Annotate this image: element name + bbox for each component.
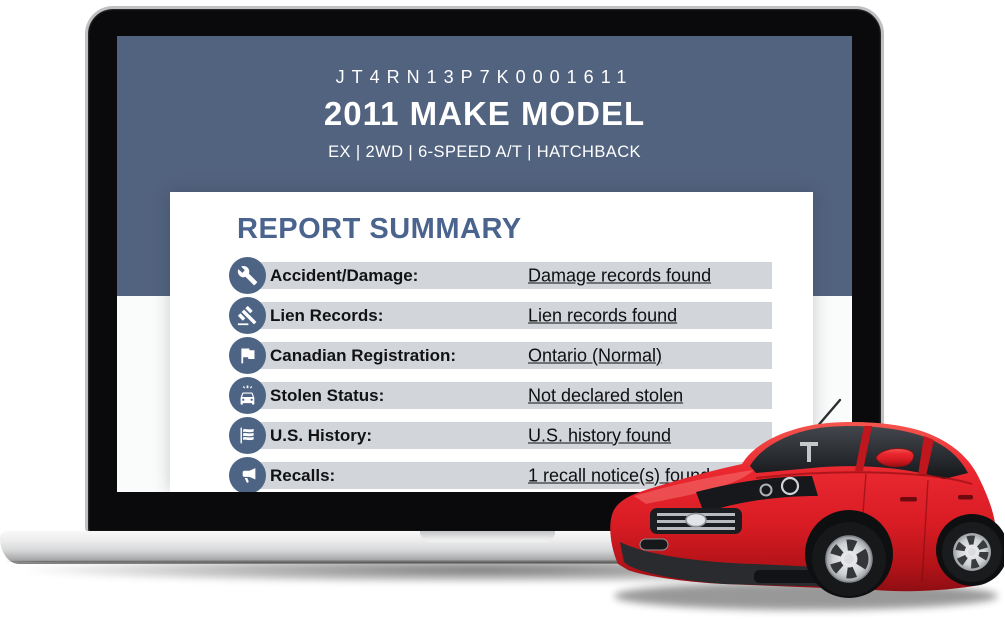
laptop-base-notch (420, 531, 555, 542)
wrench-icon (229, 257, 266, 294)
summary-row: U.S. History: U.S. history found (229, 417, 772, 454)
row-label: Stolen Status: (270, 385, 385, 405)
row-value-link[interactable]: 1 recall notice(s) found (528, 465, 711, 485)
megaphone-icon (229, 457, 266, 492)
row-value-link[interactable]: U.S. history found (528, 425, 672, 445)
row-value-link[interactable]: Lien records found (528, 305, 678, 325)
summary-row: Lien Records: Lien records found (229, 297, 772, 334)
laptop-screen: JT4RN13P7K0001611 2011 MAKE MODEL EX | 2… (85, 6, 884, 532)
row-value-link[interactable]: Not declared stolen (528, 385, 684, 405)
row-label: Accident/Damage: (270, 265, 419, 285)
summary-rows: Accident/Damage: Damage records found Li… (229, 257, 772, 492)
hero-car-image (610, 398, 1004, 610)
vehicle-title: 2011 MAKE MODEL (323, 95, 646, 132)
row-label: U.S. History: (270, 425, 373, 445)
police-car-icon (229, 377, 266, 414)
row-label: Canadian Registration: (270, 345, 457, 365)
row-value-link[interactable]: Damage records found (528, 265, 712, 285)
row-label: Lien Records: (270, 305, 384, 325)
row-value-link[interactable]: Ontario (Normal) (528, 345, 663, 365)
summary-row: Canadian Registration: Ontario (Normal) (229, 337, 772, 374)
row-label: Recalls: (270, 465, 336, 485)
vin-text: JT4RN13P7K0001611 (335, 67, 634, 87)
us-flag-icon (229, 417, 266, 454)
report-summary-title: REPORT SUMMARY (237, 213, 522, 245)
summary-row: Stolen Status: Not declared stolen (229, 377, 772, 414)
gavel-icon (229, 297, 266, 334)
summary-row: Accident/Damage: Damage records found (229, 257, 772, 294)
laptop-base-edge (6, 560, 958, 563)
screen-display: JT4RN13P7K0001611 2011 MAKE MODEL EX | 2… (117, 36, 852, 492)
report-card: REPORT SUMMARY Accident/Damage: Damage r… (170, 192, 813, 492)
flag-icon (229, 337, 266, 374)
vehicle-trim: EX | 2WD | 6-SPEED A/T | HATCHBACK (328, 143, 641, 161)
